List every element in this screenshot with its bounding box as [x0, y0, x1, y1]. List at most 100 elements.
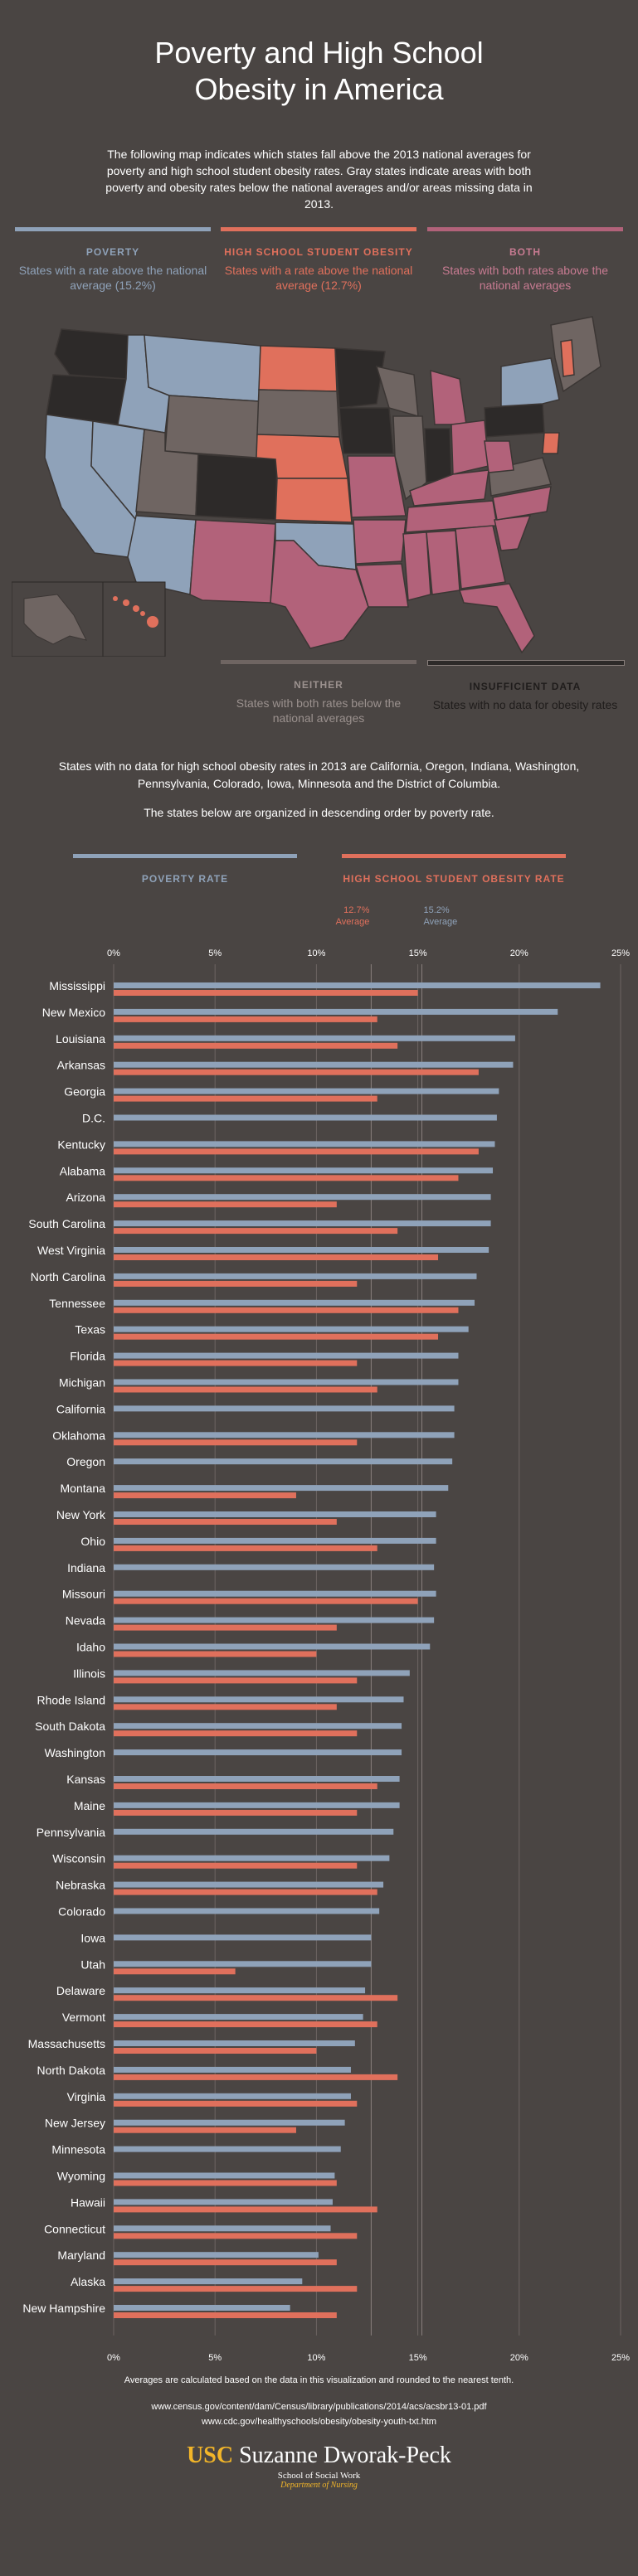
category-label-11: North Carolina	[31, 1270, 105, 1283]
category-label-44: Minnesota	[51, 2143, 105, 2156]
average-top-label-1: Average	[423, 917, 457, 927]
poverty-bar-28	[114, 1723, 402, 1729]
category-label-36: Iowa	[80, 1931, 105, 1944]
map-new-england	[550, 316, 601, 393]
map-michigan	[430, 369, 467, 425]
obesity-bar-27	[114, 1704, 337, 1710]
poverty-bar-34	[114, 1881, 384, 1888]
obesity-bar-49	[114, 2286, 358, 2292]
poverty-bar-13	[114, 1326, 469, 1332]
poverty-bar-23	[114, 1590, 436, 1597]
intro-text: The following map indicates which states…	[105, 148, 533, 211]
poverty-bar-10	[114, 1247, 489, 1253]
poverty-bar-16	[114, 1405, 455, 1412]
poverty-bar-43	[114, 2119, 345, 2126]
poverty-bar-3	[114, 1061, 514, 1068]
category-label-0: Mississippi	[49, 979, 105, 992]
legend-insufficient: INSUFFICIENT DATA States with no data fo…	[427, 660, 625, 712]
category-label-3: Arkansas	[57, 1059, 105, 1072]
poverty-bar-38	[114, 1987, 366, 1994]
obesity-bar-45	[114, 2180, 337, 2186]
obesity-bar-3	[114, 1069, 479, 1075]
poverty-bar-29	[114, 1749, 402, 1756]
category-label-4: Georgia	[64, 1085, 105, 1099]
poverty-bar-39	[114, 2014, 363, 2021]
category-label-15: Michigan	[59, 1376, 105, 1390]
category-label-27: Rhode Island	[37, 1693, 105, 1706]
poverty-bar-8	[114, 1194, 491, 1201]
category-label-49: Alaska	[71, 2275, 105, 2288]
legend-poverty-swatch	[15, 227, 211, 231]
category-label-40: Massachusetts	[28, 2037, 105, 2050]
obesity-bar-20	[114, 1519, 337, 1525]
poverty-bar-31	[114, 1802, 400, 1808]
poverty-bar-46	[114, 2199, 333, 2205]
map-pennsylvania	[484, 403, 545, 438]
obesity-bar-0	[114, 990, 418, 996]
map-alaska	[23, 594, 87, 645]
poverty-bar-45	[114, 2172, 335, 2179]
poverty-bar-7	[114, 1167, 494, 1174]
category-label-30: Kansas	[66, 1773, 105, 1786]
map-kansas	[275, 478, 353, 523]
category-label-41: North Dakota	[37, 2064, 106, 2077]
category-label-21: Ohio	[80, 1535, 105, 1548]
category-label-45: Wyoming	[57, 2170, 105, 2183]
map-kentucky	[409, 469, 489, 507]
legend-obesity: HIGH SCHOOL STUDENT OBESITY States with …	[221, 227, 416, 293]
key-obesity-label: HIGH SCHOOL STUDENT OBESITY RATE	[343, 873, 565, 885]
map-montana	[144, 334, 261, 402]
averages-note: Averages are calculated based on the dat…	[124, 2375, 514, 2385]
x-tick-top-2: 10%	[307, 948, 325, 958]
legend-obesity-text: States with a rate above the national av…	[224, 264, 413, 292]
obesity-bar-48	[114, 2259, 337, 2266]
legend-neither-text: States with both rates below the nationa…	[236, 696, 402, 725]
poverty-bar-50	[114, 2305, 290, 2311]
poverty-bar-21	[114, 1537, 436, 1544]
obesity-bar-19	[114, 1492, 296, 1499]
poverty-bar-47	[114, 2225, 331, 2232]
poverty-bar-44	[114, 2146, 341, 2152]
poverty-bar-6	[114, 1141, 495, 1147]
poverty-bar-40	[114, 2040, 355, 2046]
obesity-bar-12	[114, 1307, 459, 1313]
obesity-bar-7	[114, 1175, 459, 1181]
map-north-dakota	[258, 345, 338, 392]
source-link-1[interactable]: www.census.gov/content/dam/Census/librar…	[151, 2402, 487, 2412]
obesity-bar-25	[114, 1651, 317, 1657]
logo-dept: Department of Nursing	[280, 2481, 358, 2490]
obesity-bar-15	[114, 1386, 377, 1393]
source-link-2[interactable]: www.cdc.gov/healthyschools/obesity/obesi…	[201, 2417, 437, 2427]
us-map	[11, 308, 626, 657]
x-tick-top-4: 20%	[510, 948, 528, 958]
map-new-york	[500, 357, 560, 407]
map-wyoming	[164, 395, 260, 458]
category-label-29: Washington	[45, 1746, 105, 1759]
obesity-bar-8	[114, 1201, 337, 1208]
obesity-bar-1	[114, 1016, 377, 1022]
x-tick-bottom-0: 0%	[107, 2353, 120, 2363]
category-label-6: Kentucky	[57, 1138, 105, 1151]
category-label-47: Connecticut	[44, 2222, 105, 2235]
category-label-9: South Carolina	[28, 1217, 105, 1230]
category-label-2: Louisiana	[56, 1032, 105, 1045]
x-tick-bottom-3: 15%	[409, 2353, 427, 2363]
legend-neither: NEITHER States with both rates below the…	[221, 660, 416, 725]
map-texas	[270, 540, 369, 649]
category-label-38: Delaware	[56, 1984, 105, 1997]
map-washington	[54, 328, 129, 380]
poverty-bar-32	[114, 1828, 394, 1835]
obesity-bar-10	[114, 1254, 439, 1260]
category-label-10: West Virginia	[37, 1244, 105, 1257]
x-tick-top-3: 15%	[409, 948, 427, 958]
obesity-bar-46	[114, 2206, 377, 2213]
legend-insufficient-swatch	[427, 660, 625, 666]
poverty-bar-37	[114, 1961, 372, 1967]
poverty-bar-49	[114, 2278, 303, 2285]
poverty-bar-5	[114, 1114, 497, 1121]
map-ohio	[450, 420, 489, 475]
title-line-2: Obesity in America	[194, 72, 444, 106]
poverty-bar-1	[114, 1008, 558, 1015]
category-label-8: Arizona	[66, 1191, 106, 1204]
average-top-value-1: 15.2%	[423, 905, 449, 915]
